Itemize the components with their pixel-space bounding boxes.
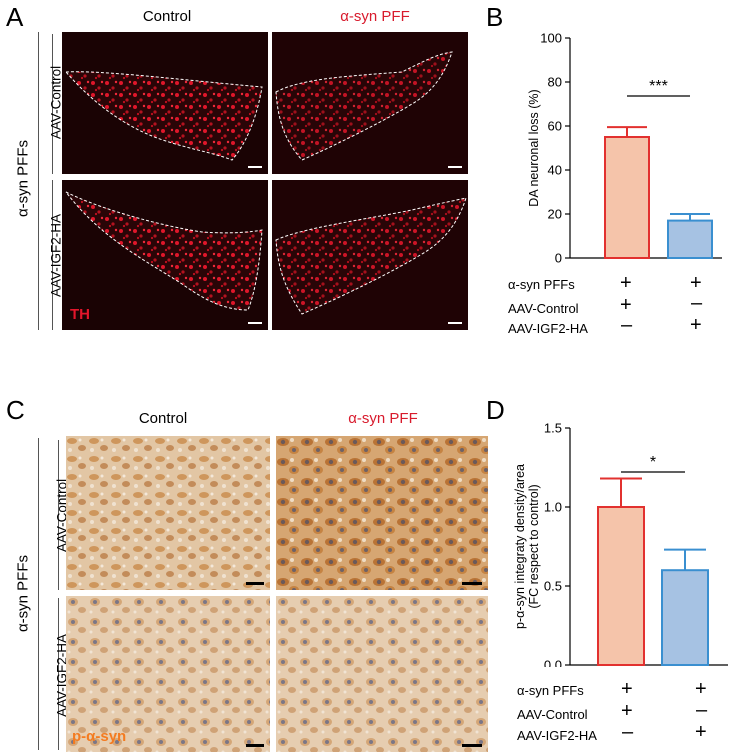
chart-b-ytick-label-2: 40 bbox=[548, 163, 562, 178]
chart-d-bar-1 bbox=[661, 569, 709, 666]
panel-letter-b: B bbox=[486, 2, 504, 32]
cond-label-pffs-d: α-syn PFFs bbox=[517, 683, 584, 698]
chart-d-bar-0 bbox=[597, 506, 645, 666]
panel-a-image-pff-aav-control bbox=[272, 32, 468, 174]
panel-letter-d: D bbox=[486, 395, 505, 425]
chart-d: 0.0 0.5 1.0 1.5 p-α-syn integraty density/ar… bbox=[490, 412, 740, 673]
panel-a-image-control-aav-igf2: TH bbox=[62, 180, 268, 330]
chart-b-ytick-label-3: 60 bbox=[548, 119, 562, 134]
panel-c-image-control-aav-igf2: p-α-syn bbox=[66, 596, 270, 752]
chart-b: 0 20 40 60 80 100 DA neuronal loss (%) *** bbox=[500, 20, 740, 270]
chart-d-ytick-label-3: 1.5 bbox=[544, 421, 562, 436]
chart-b-ylabel: DA neuronal loss (%) bbox=[527, 89, 541, 206]
cond-bar1-pffs-d: + bbox=[621, 678, 633, 700]
cond-bar1-aav-igf2-d: – bbox=[622, 721, 634, 743]
panel-c-image-pff-aav-control bbox=[276, 436, 488, 590]
chart-b-ytick-label-4: 80 bbox=[548, 75, 562, 90]
chart-d-ytick-label-1: 0.5 bbox=[544, 579, 562, 594]
cond-label-aav-control: AAV-Control bbox=[508, 301, 579, 316]
chart-d-ylabel-2: (FC respect to control) bbox=[527, 484, 541, 608]
panel-c-row2-divider bbox=[58, 598, 59, 750]
cond-label-pffs: α-syn PFFs bbox=[508, 277, 575, 292]
panel-letter-a: A bbox=[6, 2, 24, 32]
panel-c-side-label: α-syn PFFs bbox=[14, 555, 32, 633]
panel-c-stain-label: p-α-syn bbox=[72, 728, 127, 745]
chart-d-svg: 0.0 0.5 1.0 1.5 p-α-syn integraty density/ar… bbox=[513, 421, 728, 673]
panel-c-col-label-control: Control bbox=[138, 410, 188, 427]
chart-d-ytick-label-0: 0.0 bbox=[544, 658, 562, 668]
panel-a-image-control-aav-control bbox=[62, 32, 268, 174]
cond-bar2-pffs-d: + bbox=[695, 678, 707, 700]
chart-b-ytick-label-5: 100 bbox=[540, 31, 562, 46]
panel-c-image-control-aav-control bbox=[66, 436, 270, 590]
chart-d-sig-label: * bbox=[650, 454, 656, 471]
cond-bar2-pffs: + bbox=[690, 272, 702, 294]
cond-label-aav-igf2-d: AAV-IGF2-HA bbox=[517, 728, 597, 743]
chart-b-sig-label: *** bbox=[649, 78, 668, 95]
chart-b-bar-0 bbox=[604, 136, 650, 259]
panel-c-col-label-pff: α-syn PFF bbox=[348, 410, 418, 427]
cond-bar2-aav-igf2: + bbox=[690, 314, 702, 336]
panel-a-stain-label: TH bbox=[70, 306, 90, 323]
chart-b-ytick-label-0: 0 bbox=[555, 251, 562, 266]
panel-a-row1-divider bbox=[52, 34, 53, 174]
cond-bar2-aav-control: – bbox=[691, 292, 703, 314]
cond-label-aav-control-d: AAV-Control bbox=[517, 707, 588, 722]
chart-b-ytick-label-1: 20 bbox=[548, 207, 562, 222]
panel-d-conditions: α-syn PFFs AAV-Control AAV-IGF2-HA + + –… bbox=[517, 678, 739, 750]
panel-c-side-bracket bbox=[38, 438, 39, 750]
cond-label-aav-igf2: AAV-IGF2-HA bbox=[508, 321, 588, 336]
panel-c-image-pff-aav-igf2 bbox=[276, 596, 488, 752]
cond-bar2-aav-igf2-d: + bbox=[695, 721, 707, 743]
chart-d-ytick-label-2: 1.0 bbox=[544, 500, 562, 515]
panel-a-col-label-control: Control bbox=[142, 8, 192, 25]
cond-bar1-aav-control-d: + bbox=[621, 700, 633, 722]
panel-a-image-pff-aav-igf2 bbox=[272, 180, 468, 330]
cond-bar1-aav-control: + bbox=[620, 294, 632, 316]
panel-a-side-bracket bbox=[38, 32, 39, 330]
chart-b-bar-1 bbox=[667, 219, 713, 260]
chart-d-ylabel: p-α-syn integraty density/area bbox=[513, 464, 527, 629]
panel-letter-c: C bbox=[6, 395, 25, 425]
panel-a-side-label: α-syn PFFs bbox=[14, 140, 32, 218]
panel-c-row1-divider bbox=[58, 440, 59, 590]
panel-a-col-label-pff: α-syn PFF bbox=[340, 8, 410, 25]
cond-bar1-aav-igf2: – bbox=[621, 314, 633, 336]
cond-bar2-aav-control-d: – bbox=[696, 699, 708, 721]
panel-b-conditions: α-syn PFFs AAV-Control AAV-IGF2-HA + + –… bbox=[508, 272, 728, 342]
cond-bar1-pffs: + bbox=[620, 272, 632, 294]
panel-a-row2-divider bbox=[52, 180, 53, 330]
chart-b-svg: 0 20 40 60 80 100 DA neuronal loss (%) *** bbox=[527, 31, 722, 266]
